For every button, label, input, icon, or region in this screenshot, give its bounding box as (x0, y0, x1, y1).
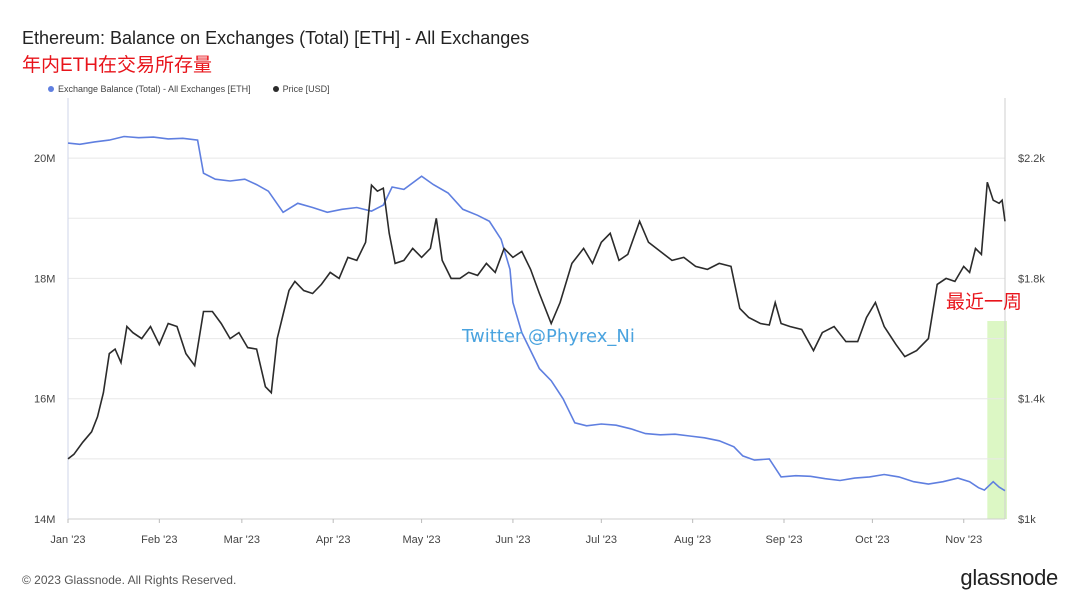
x-tick-label: Mar '23 (224, 534, 260, 546)
x-tick-label: May '23 (402, 534, 440, 546)
y-right-tick-label: $1k (1018, 514, 1036, 526)
chart-subtitle: 年内ETH在交易所存量 (22, 55, 213, 76)
y-left-tick-label: 20M (34, 153, 55, 165)
legend-dot-price (272, 86, 279, 92)
legend-label-price: Price [USD] (282, 84, 330, 94)
x-tick-label: Nov '23 (945, 534, 982, 546)
series-line-balance (67, 135, 1006, 492)
chart-title: Ethereum: Balance on Exchanges (Total) [… (22, 28, 530, 48)
highlight-label: 最近一周 (946, 291, 1022, 313)
legend-item-balance[interactable]: Exchange Balance (Total) - All Exchanges… (48, 84, 251, 94)
watermark-text: Twitter @Phyrex_Ni (461, 326, 635, 347)
x-tick-label: Jun '23 (495, 534, 530, 546)
highlight-band (987, 321, 1007, 519)
y-left-tick-label: 16M (34, 394, 55, 406)
x-tick-label: Aug '23 (674, 534, 711, 546)
series-line-price (67, 181, 1006, 460)
x-tick-label: Apr '23 (316, 534, 351, 546)
y-right-tick-label: $2.2k (1018, 153, 1045, 165)
glassnode-logo[interactable]: glassnode (960, 565, 1058, 590)
x-tick-label: Sep '23 (766, 534, 803, 546)
y-left-tick-label: 18M (34, 273, 55, 285)
y-right-tick-label: $1.8k (1018, 273, 1045, 285)
legend: Exchange Balance (Total) - All Exchanges… (48, 84, 330, 94)
x-tick-label: Jan '23 (50, 534, 85, 546)
x-tick-label: Feb '23 (141, 534, 177, 546)
legend-item-price[interactable]: Price [USD] (272, 84, 330, 94)
x-tick-label: Jul '23 (586, 534, 617, 546)
y-left-tick-label: 14M (34, 514, 55, 526)
y-right-tick-label: $1.4k (1018, 394, 1045, 406)
x-tick-label: Oct '23 (855, 534, 890, 546)
copyright-text: © 2023 Glassnode. All Rights Reserved. (22, 573, 237, 587)
legend-dot-balance (48, 86, 54, 92)
legend-label-balance: Exchange Balance (Total) - All Exchanges… (58, 84, 251, 94)
